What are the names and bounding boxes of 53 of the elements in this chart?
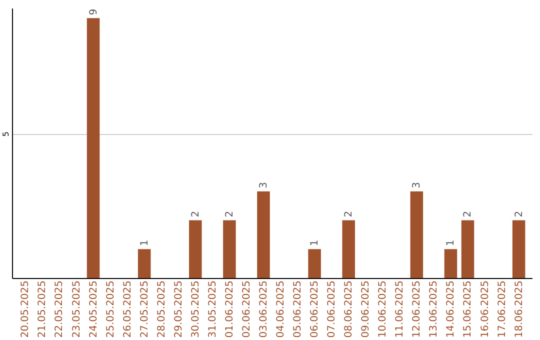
y-tick-label: 5 [2, 132, 10, 137]
x-tick-label: 21.05.2025 [37, 280, 48, 338]
x-tick-label: 01.06.2025 [224, 280, 236, 338]
x-tick-label: 30.05.2025 [190, 280, 202, 338]
bar [189, 220, 202, 278]
x-tick-label: 18.06.2025 [514, 280, 525, 338]
data-label: 9 [88, 8, 100, 16]
x-tick-label: 31.05.2025 [207, 280, 218, 338]
x-tick-label: 27.05.2025 [139, 280, 150, 338]
x-tick-label: 05.06.2025 [292, 280, 304, 338]
x-tick-label: 23.05.2025 [71, 280, 82, 338]
x-tick-label: 28.05.2025 [156, 280, 168, 338]
data-label: 3 [258, 182, 270, 188]
x-tick-label: 02.06.2025 [241, 280, 252, 338]
data-label: 1 [139, 240, 150, 246]
bar [308, 249, 321, 278]
x-tick-label: 25.05.2025 [105, 280, 116, 338]
bar [342, 220, 355, 278]
data-label: 2 [190, 210, 202, 218]
x-tick-label: 29.05.2025 [173, 280, 184, 338]
x-tick-label: 10.06.2025 [378, 280, 389, 338]
x-tick-label: 20.05.2025 [20, 280, 32, 338]
data-label: 1 [446, 240, 457, 246]
x-tick-label: 26.05.2025 [122, 280, 134, 338]
x-tick-label: 06.06.2025 [310, 280, 321, 338]
x-tick-label: 11.06.2025 [394, 280, 406, 338]
x-tick-label: 09.06.2025 [360, 280, 372, 338]
bar [410, 191, 424, 278]
data-label: 2 [514, 210, 525, 218]
x-tick-label: 13.06.2025 [428, 280, 440, 338]
x-tick-label: 14.06.2025 [446, 280, 457, 338]
x-tick-label: 16.06.2025 [480, 280, 491, 338]
x-tick-label: 03.06.2025 [258, 280, 270, 338]
bar [86, 18, 100, 278]
bar [223, 220, 236, 278]
x-tick-label: 22.05.2025 [54, 280, 66, 338]
data-label: 2 [462, 210, 474, 218]
data-label: 2 [224, 210, 236, 218]
x-tick-label: 17.06.2025 [496, 280, 508, 338]
x-tick-label: 08.06.2025 [344, 280, 355, 338]
bar [138, 249, 151, 278]
x-tick-label: 07.06.2025 [326, 280, 338, 338]
x-tick-label: 12.06.2025 [412, 280, 423, 338]
x-tick-label: 15.06.2025 [462, 280, 474, 338]
bar [512, 220, 526, 278]
x-tick-label: 24.05.2025 [88, 280, 100, 338]
data-label: 1 [310, 240, 321, 246]
bar [257, 191, 270, 278]
bar [461, 220, 474, 278]
bar [444, 249, 458, 278]
data-label: 2 [344, 210, 355, 218]
x-tick-label: 04.06.2025 [276, 280, 287, 338]
data-label: 3 [412, 182, 423, 188]
